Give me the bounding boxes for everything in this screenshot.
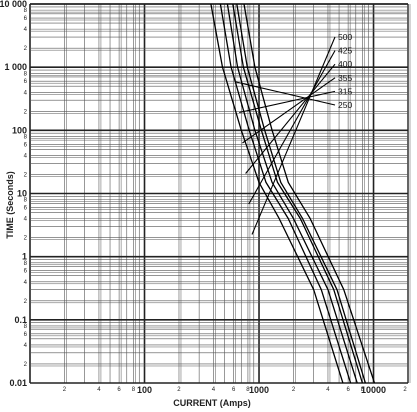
rating-label-425: 425 bbox=[338, 46, 352, 56]
x-minor-tick-label: 8 bbox=[246, 387, 250, 393]
rating-leader-315 bbox=[239, 90, 336, 114]
x-major-tick-label: 10000 bbox=[361, 385, 386, 395]
rating-leader-400 bbox=[245, 63, 336, 174]
rating-label-500: 500 bbox=[338, 32, 352, 42]
y-minor-tick-label: 2 bbox=[24, 46, 28, 52]
y-minor-tick-label: 4 bbox=[24, 343, 28, 349]
y-minor-tick-label: 6 bbox=[24, 142, 28, 148]
y-minor-tick-label: 8 bbox=[24, 8, 28, 14]
x-minor-tick-label: 4 bbox=[212, 387, 216, 393]
fuse-curve-355 bbox=[226, 3, 358, 384]
fuse-curve-250 bbox=[210, 3, 344, 384]
x-minor-tick-label: 6 bbox=[232, 387, 236, 393]
curves bbox=[210, 3, 376, 384]
y-major-tick-label: 0.01 bbox=[9, 378, 27, 388]
tick-labels: 0.01 0.1 1 10 100 1 000 10 000 2 4 6 8 2 4 6 8 2 4 6 8 2 4 6 8… bbox=[0, 0, 407, 395]
y-minor-tick-label: 4 bbox=[24, 153, 28, 159]
x-minor-tick-label: 6 bbox=[117, 387, 121, 393]
x-major-tick-label: 100 bbox=[137, 385, 152, 395]
y-minor-tick-label: 6 bbox=[24, 332, 28, 338]
x-minor-tick-label: 2 bbox=[177, 387, 181, 393]
y-major-tick-label: 10 000 bbox=[0, 0, 27, 9]
y-major-tick-label: 1 bbox=[22, 252, 27, 262]
y-minor-tick-label: 2 bbox=[24, 109, 28, 115]
rating-leader-425 bbox=[248, 50, 336, 205]
y-minor-tick-label: 8 bbox=[24, 198, 28, 204]
y-minor-tick-label: 6 bbox=[24, 206, 28, 212]
y-minor-tick-label: 4 bbox=[24, 280, 28, 286]
y-minor-tick-label: 8 bbox=[24, 261, 28, 267]
fuse-curve-315 bbox=[219, 3, 352, 384]
x-minor-tick-label: 2 bbox=[292, 387, 296, 393]
y-minor-tick-label: 8 bbox=[24, 134, 28, 140]
y-major-tick-label: 0.1 bbox=[14, 315, 27, 325]
x-minor-tick-label: 2 bbox=[63, 387, 67, 393]
y-minor-tick-label: 2 bbox=[24, 362, 28, 368]
y-minor-tick-label: 2 bbox=[24, 299, 28, 305]
grid bbox=[29, 3, 411, 384]
x-minor-tick-label: 8 bbox=[132, 387, 136, 393]
rating-leaders: 500 425 400 355 315 250 bbox=[235, 32, 352, 235]
y-minor-tick-label: 6 bbox=[24, 269, 28, 275]
fuse-curve-500 bbox=[243, 3, 376, 384]
y-minor-tick-label: 4 bbox=[24, 27, 28, 33]
x-minor-tick-label: 4 bbox=[97, 387, 101, 393]
y-minor-tick-label: 4 bbox=[24, 217, 28, 223]
y-minor-tick-label: 6 bbox=[24, 16, 28, 22]
x-minor-tick-label: 2 bbox=[403, 387, 407, 393]
y-minor-tick-label: 2 bbox=[24, 236, 28, 242]
rating-leader-500 bbox=[251, 36, 336, 235]
rating-label-400: 400 bbox=[338, 59, 352, 69]
y-axis-title: TIME (Seconds) bbox=[5, 171, 15, 239]
x-axis-title: CURRENT (Amps) bbox=[173, 398, 251, 408]
x-major-tick-label: 1000 bbox=[249, 385, 269, 395]
y-minor-tick-label: 8 bbox=[24, 71, 28, 77]
y-minor-tick-label: 8 bbox=[24, 324, 28, 330]
y-major-tick-label: 1 000 bbox=[4, 62, 27, 72]
y-minor-tick-label: 6 bbox=[24, 79, 28, 85]
rating-label-355: 355 bbox=[338, 73, 352, 83]
rating-label-315: 315 bbox=[338, 86, 352, 96]
y-major-tick-label: 100 bbox=[12, 125, 27, 135]
x-minor-tick-label: 6 bbox=[346, 387, 350, 393]
y-major-tick-label: 10 bbox=[17, 189, 27, 199]
fuse-curve-425 bbox=[236, 3, 367, 384]
y-minor-tick-label: 4 bbox=[24, 90, 28, 96]
x-minor-tick-label: 4 bbox=[326, 387, 330, 393]
x-minor-tick-label: 8 bbox=[361, 387, 365, 393]
y-minor-tick-label: 2 bbox=[24, 172, 28, 178]
fuse-curve-400 bbox=[232, 3, 364, 384]
rating-leader-250 bbox=[235, 81, 336, 106]
rating-leader-355 bbox=[242, 77, 336, 144]
rating-label-250: 250 bbox=[338, 100, 352, 110]
